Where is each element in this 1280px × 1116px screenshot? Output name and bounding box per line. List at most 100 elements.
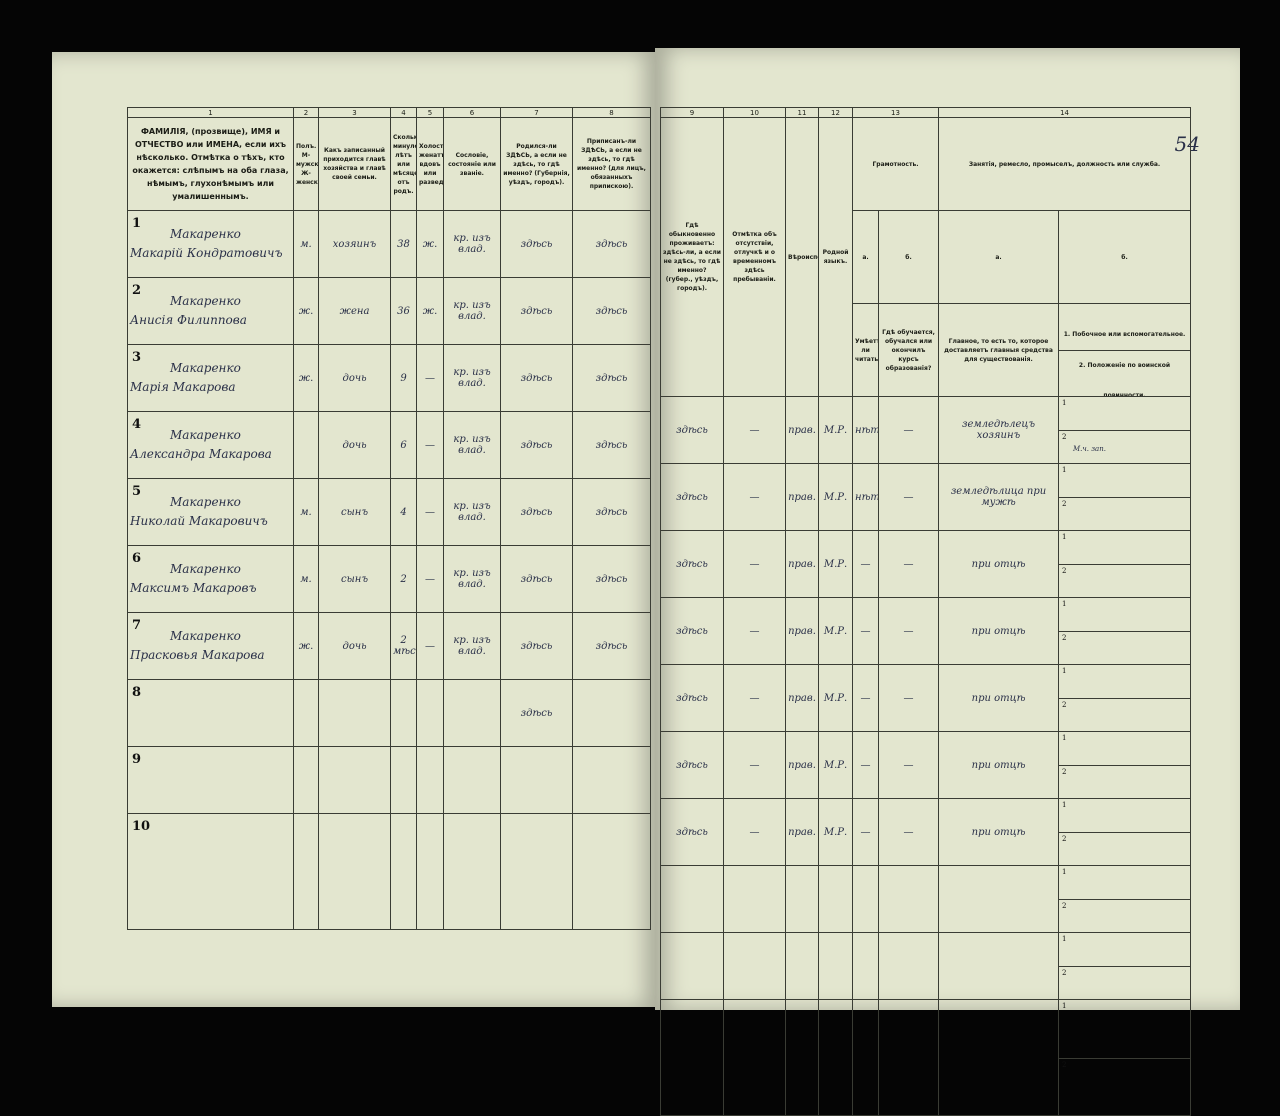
- cell-estate: кр. изъ влад.: [443, 545, 501, 613]
- cell-religion: [785, 932, 819, 1000]
- cell-registered: здѣсь: [572, 277, 651, 345]
- cell-occupation: земледѣлица при мужѣ: [938, 463, 1060, 531]
- col-number: 5: [416, 107, 444, 118]
- cell-marital: [416, 813, 444, 930]
- header-side-occupation: 1. Побочное или вспомогательное.: [1059, 320, 1190, 351]
- cell-religion: прав.: [785, 731, 819, 799]
- row-number: 2: [132, 283, 142, 298]
- header-military: 2. Положеніе по воинской повинности.: [1078, 361, 1171, 397]
- cell-age: 2 мѣс.: [390, 612, 417, 680]
- header-can-read: Умѣетъ-ли читать?: [852, 303, 879, 397]
- cell-literate: [852, 932, 879, 1000]
- col-number: 2: [293, 107, 319, 118]
- given-names: Макарій Кондратовичъ: [130, 246, 283, 260]
- col-number: 14: [938, 107, 1192, 118]
- cell-sex: м.: [293, 478, 319, 546]
- table-row: 5 Макаренко Николай Макаровичъ м. сынъ 4— кр. …: [127, 478, 651, 546]
- table-row: здѣсь — прав. М.Р. — — при отцѣ 1 2: [660, 664, 1192, 732]
- cell-relation: хозяинъ: [318, 210, 391, 278]
- cell-school: [877, 932, 940, 1000]
- cell-sex: ж.: [293, 612, 319, 680]
- cell-relation: дочь: [318, 344, 391, 412]
- cell-relation: дочь: [318, 612, 391, 680]
- cell-resides: [660, 865, 724, 933]
- col-number: 11: [785, 107, 819, 118]
- col-number: 4: [390, 107, 417, 118]
- given-names: Максимъ Макаровъ: [130, 581, 257, 595]
- cell-age: 9: [390, 344, 417, 412]
- cell-religion: прав.: [785, 463, 819, 531]
- cell-school: —: [877, 731, 940, 799]
- row-number: 3: [132, 350, 142, 365]
- row-number: 4: [132, 417, 142, 432]
- cell-religion: прав.: [785, 798, 819, 866]
- sub-label: 2: [1062, 969, 1067, 977]
- sub-label: 1: [1062, 600, 1067, 608]
- cell-occupation: при отцѣ: [938, 731, 1060, 799]
- row-number: 1: [132, 216, 142, 231]
- column-header: Сословіе, состояніе или званіе.: [443, 117, 501, 211]
- table-row: здѣсь — прав. М.Р. — — при отцѣ 1 2: [660, 731, 1192, 799]
- cell-sex: [293, 679, 319, 747]
- table-row: 1 Макаренко Макарій Кондратовичъ м. хозяинъ 3…: [127, 210, 651, 278]
- row-number: 6: [132, 551, 142, 566]
- cell-absence: —: [723, 731, 786, 799]
- column-header: Полъ. М-мужской. Ж-женскій.: [293, 117, 319, 211]
- cell-language: [818, 932, 853, 1000]
- row-number: 5: [132, 484, 142, 499]
- cell-estate: кр. изъ влад.: [443, 277, 501, 345]
- cell-literate: нѣтъ: [852, 463, 879, 531]
- cell-estate: кр. изъ влад.: [443, 344, 501, 412]
- cell-born: здѣсь: [500, 478, 573, 546]
- cell-military: М.ч. зап.: [1073, 445, 1106, 453]
- cell-registered: здѣсь: [572, 210, 651, 278]
- column-header: Холостъ, женатъ, вдовъ или разведенъ.: [416, 117, 444, 211]
- cell-marital: —: [416, 612, 444, 680]
- sub-label: 2: [1062, 902, 1067, 910]
- cell-marital: [416, 679, 444, 747]
- header-13a: а.: [852, 210, 879, 304]
- cell-occupation: при отцѣ: [938, 530, 1060, 598]
- cell-absence: —: [723, 530, 786, 598]
- cell-sex: [293, 813, 319, 930]
- cell-born: здѣсь: [500, 344, 573, 412]
- cell-marital: —: [416, 411, 444, 479]
- header-residence: Гдѣ обыкновенно проживаетъ: здѣсь-ли, а …: [660, 117, 724, 397]
- cell-occupation: земледѣлецъ хозяинъ: [938, 396, 1060, 464]
- cell-literate: нѣтъ: [852, 396, 879, 464]
- cell-absence: —: [723, 664, 786, 732]
- cell-resides: [660, 999, 724, 1116]
- sub-label: 1: [1062, 935, 1067, 943]
- table-row: здѣсь—прав.М.Р.нѣтъ—земледѣлица при мужѣ…: [660, 463, 1192, 531]
- census-table-right: 9 10 11 12 13 14 Гдѣ обыкновенно проживаетъ: …: [660, 107, 1192, 1116]
- cell-born: здѣсь: [500, 545, 573, 613]
- cell-age: 2: [390, 545, 417, 613]
- cell-absence: —: [723, 597, 786, 665]
- cell-marital: ж.: [416, 277, 444, 345]
- sub-label: 2: [1062, 634, 1067, 642]
- table-row: здѣсь — прав. М.Р. — — при отцѣ 1 2: [660, 597, 1192, 665]
- cell-occupation: [938, 932, 1060, 1000]
- given-names: Анисія Филиппова: [130, 313, 247, 327]
- given-names: Марія Макарова: [130, 380, 236, 394]
- given-names: Александра Макарова: [130, 447, 272, 461]
- cell-language: М.Р.: [818, 530, 853, 598]
- cell-age: [390, 813, 417, 930]
- sub-label: 1: [1062, 868, 1067, 876]
- table-row: здѣсь — прав. М.Р. — — при отцѣ 1 2: [660, 530, 1192, 598]
- cell-age: 6: [390, 411, 417, 479]
- cell-marital: —: [416, 545, 444, 613]
- header-main-occupation: Главное, то есть то, которое доставляетъ…: [938, 303, 1060, 397]
- cell-registered: [572, 746, 651, 814]
- sub-label: 1: [1062, 1002, 1067, 1010]
- cell-resides: здѣсь: [660, 530, 724, 598]
- sub-label: 2: [1062, 835, 1067, 843]
- cell-age: 4: [390, 478, 417, 546]
- header-education: Гдѣ обучается, обучался или окончилъ кур…: [877, 303, 940, 397]
- cell-literate: [852, 865, 879, 933]
- cell-school: —: [877, 597, 940, 665]
- table-row: 4 Макаренко Александра Макарова дочь 6— кр. и…: [127, 411, 651, 479]
- sub-label: 1: [1062, 533, 1067, 541]
